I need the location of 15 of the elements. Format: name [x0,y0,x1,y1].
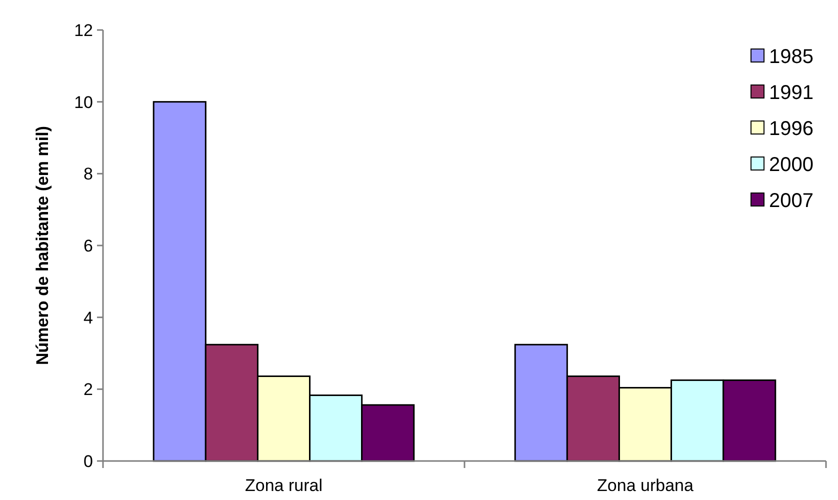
x-tick-label: Zona urbana [597,476,694,495]
legend-label: 1991 [769,82,814,104]
legend-label: 1985 [769,46,814,68]
y-tick-label: 10 [74,92,93,112]
legend-label: 2007 [769,190,814,212]
legend-label: 2000 [769,154,814,176]
y-tick-label: 2 [84,380,93,400]
y-tick-label: 6 [84,236,93,256]
y-tick-label: 4 [84,308,93,328]
y-axis-title: Número de habitante (em mil) [33,126,52,365]
y-tick-label: 8 [84,164,93,184]
legend-label: 1996 [769,118,814,140]
y-tick-label: 0 [84,452,93,471]
y-tick-label: 12 [74,20,93,40]
x-tick-label: Zona rural [245,476,322,495]
